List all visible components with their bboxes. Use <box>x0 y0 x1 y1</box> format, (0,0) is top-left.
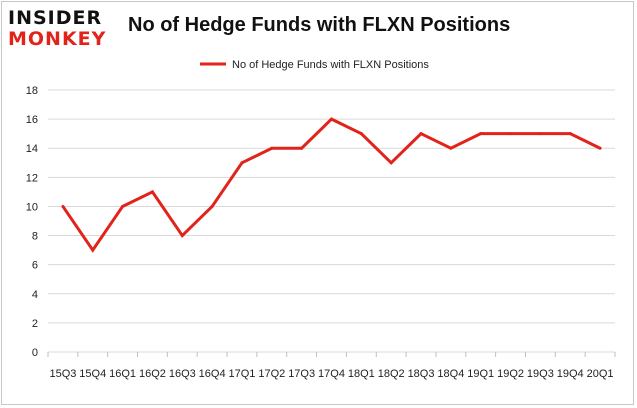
y-tick-label: 16 <box>26 114 38 126</box>
y-tick-label: 18 <box>26 85 38 97</box>
data-point <box>449 146 453 150</box>
data-point <box>389 161 393 165</box>
data-point <box>180 234 184 238</box>
x-tick-label: 18Q3 <box>408 368 435 380</box>
y-tick-label: 12 <box>26 172 38 184</box>
x-tick-label: 16Q4 <box>199 368 226 380</box>
x-tick-label: 16Q2 <box>139 368 166 380</box>
y-tick-label: 10 <box>26 201 38 213</box>
x-tick-label: 19Q3 <box>527 368 554 380</box>
data-point <box>568 132 572 136</box>
series-line <box>61 117 601 253</box>
x-tick-label: 16Q1 <box>109 368 136 380</box>
data-point <box>91 248 95 252</box>
data-point <box>240 161 244 165</box>
data-point <box>419 132 423 136</box>
data-point <box>210 204 214 208</box>
x-tick-label: 19Q4 <box>557 368 584 380</box>
x-tick-label: 15Q3 <box>49 368 76 380</box>
data-point <box>479 132 483 136</box>
logo-line-insider: INSIDER <box>8 7 103 29</box>
logo-line-monkey: MONKEY <box>8 28 107 50</box>
x-tick-label: 19Q1 <box>467 368 494 380</box>
y-tick-label: 4 <box>32 289 38 301</box>
insider-monkey-logo: INSIDER MONKEY <box>8 8 118 52</box>
data-point <box>300 146 304 150</box>
x-tick-label: 18Q2 <box>378 368 405 380</box>
x-tick-label: 17Q2 <box>258 368 285 380</box>
data-point <box>538 132 542 136</box>
chart-title: No of Hedge Funds with FLXN Positions <box>128 14 511 36</box>
data-point <box>598 146 602 150</box>
x-tick-label: 17Q1 <box>229 368 256 380</box>
data-point <box>359 132 363 136</box>
x-tick-label: 15Q4 <box>79 368 106 380</box>
data-point <box>330 117 333 121</box>
x-tick-label: 17Q4 <box>318 368 345 380</box>
x-tick-label: 19Q2 <box>497 368 524 380</box>
y-tick-label: 8 <box>32 231 38 243</box>
x-tick-label: 17Q3 <box>288 368 315 380</box>
data-point <box>270 146 274 150</box>
data-point <box>150 190 154 194</box>
x-tick-label: 18Q4 <box>437 368 464 380</box>
x-tick-label: 16Q3 <box>169 368 196 380</box>
legend-label: No of Hedge Funds with FLXN Positions <box>232 59 429 71</box>
y-tick-label: 0 <box>32 347 38 359</box>
data-point <box>121 204 125 208</box>
y-tick-label: 2 <box>32 318 38 330</box>
x-tick-label: 20Q1 <box>587 368 614 380</box>
data-point <box>509 132 513 136</box>
y-tick-label: 6 <box>32 260 38 272</box>
x-tick-label: 18Q1 <box>348 368 375 380</box>
y-tick-label: 14 <box>26 143 38 155</box>
data-point <box>61 204 65 208</box>
